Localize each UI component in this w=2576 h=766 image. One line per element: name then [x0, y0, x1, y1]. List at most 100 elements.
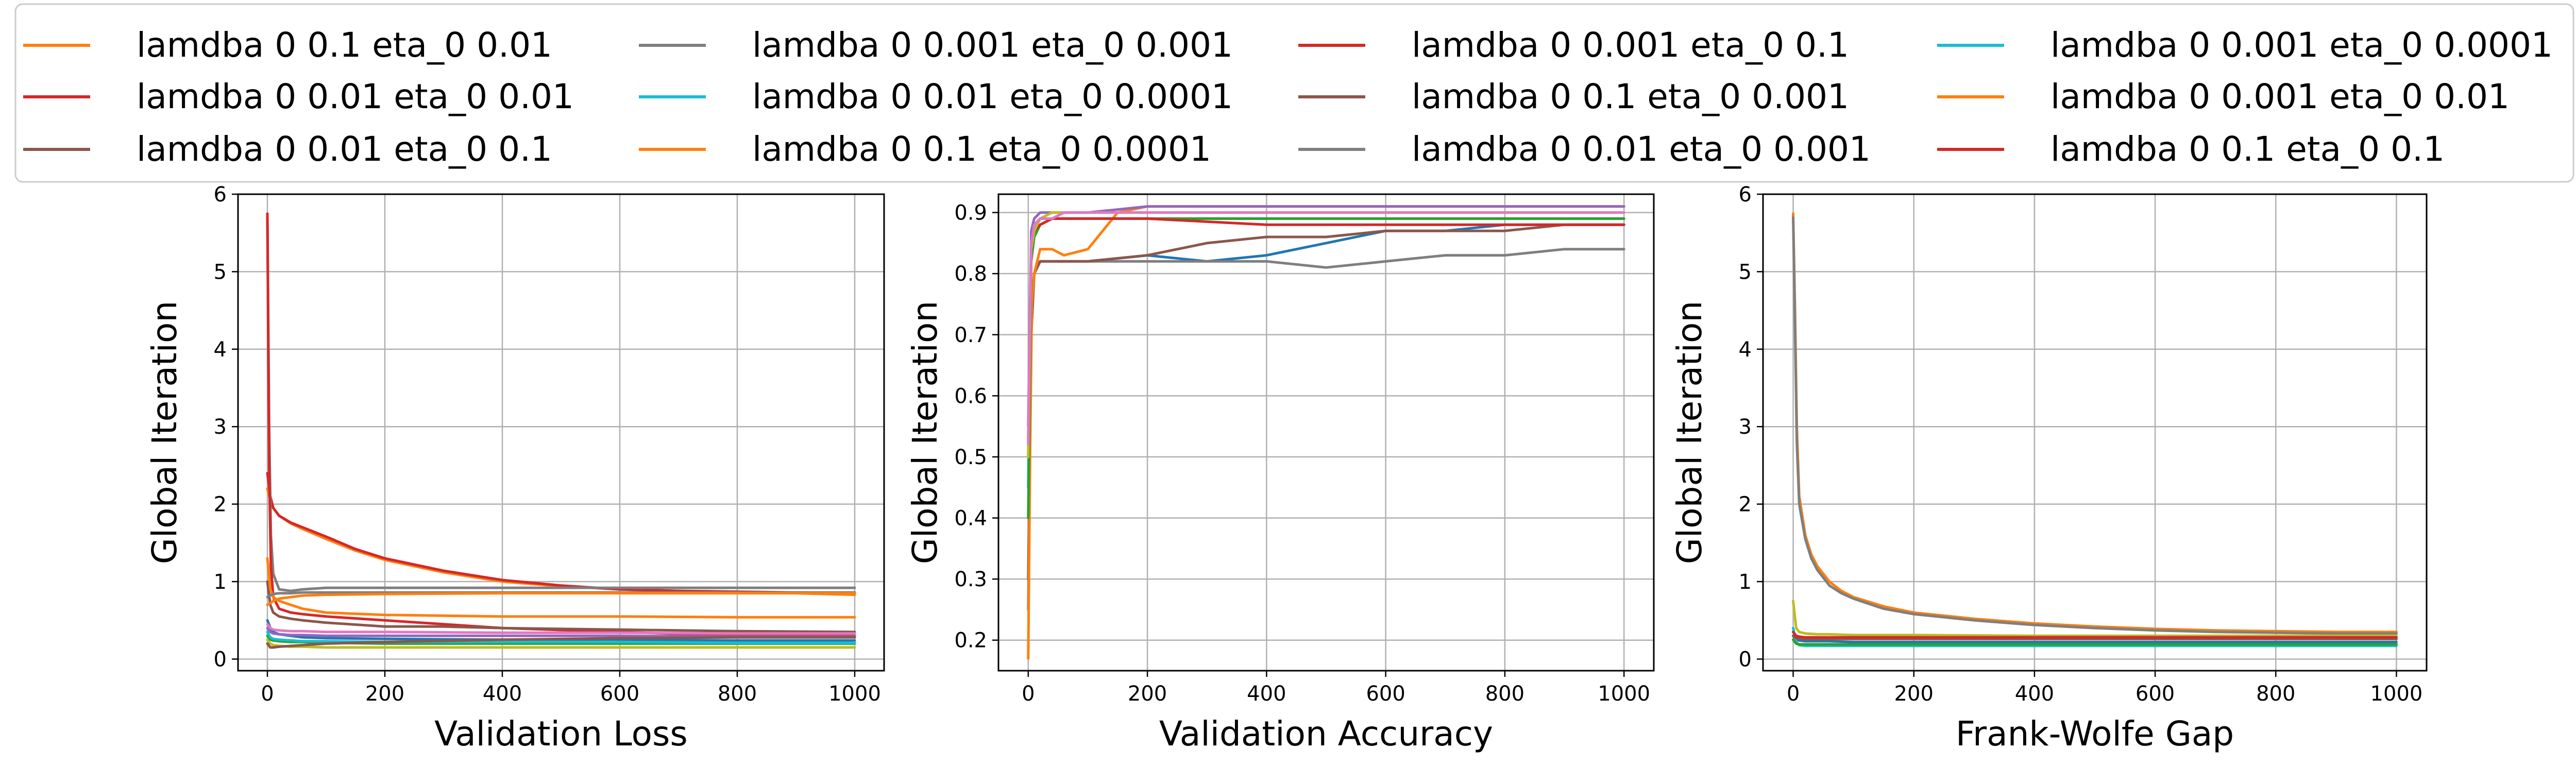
x-tick-label: 600 [600, 682, 639, 706]
series-line [1027, 223, 1625, 581]
series-line [266, 638, 856, 649]
series-line [266, 619, 856, 642]
series-line [266, 631, 856, 644]
legend-item: lamdba 0 0.1 eta_0 0.0001 [639, 129, 1211, 169]
x-tick-label: 600 [1366, 682, 1405, 706]
series-line [266, 636, 856, 649]
y-tick-label: 6 [214, 183, 227, 207]
y-tick-label: 4 [214, 338, 227, 362]
x-tick-label: 800 [2256, 682, 2295, 706]
series-line [266, 557, 856, 619]
y-tick-label: 4 [1739, 338, 1752, 362]
legend-item: lamdba 0 0.01 eta_0 0.001 [1298, 129, 1871, 169]
x-axis-label: Validation Loss [434, 714, 688, 754]
legend-item: lamdba 0 0.1 eta_0 0.01 [23, 25, 552, 65]
y-tick-label: 0 [1739, 648, 1752, 671]
y-axis-label: Global Iteration [145, 301, 184, 564]
y-tick-label: 1 [214, 570, 227, 594]
y-tick-label: 2 [1739, 493, 1752, 517]
x-axis-label: Frank-Wolfe Gap [1956, 714, 2234, 754]
legend-frame [14, 3, 2574, 183]
series-line [1027, 248, 1625, 611]
series-line [1027, 223, 1625, 440]
legend-label: lamdba 0 0.1 eta_0 0.001 [1412, 77, 1849, 116]
y-tick-label: 0.3 [954, 568, 987, 591]
legend-label: lamdba 0 0.001 eta_0 0.0001 [2050, 25, 2553, 65]
plot-validation-accuracy: 0 200 400 600 800 1000 0.2 0.3 0.4 0.5 0.6 0.7 0.8 0.… [905, 193, 1655, 754]
series-line [266, 472, 856, 595]
legend-label: lamdba 0 0.001 eta_0 0.1 [1412, 25, 1849, 65]
x-tick-label: 0 [261, 682, 274, 706]
y-tick-label: 5 [1739, 260, 1752, 284]
y-tick-label: 0.2 [954, 629, 987, 653]
series-line [266, 212, 856, 637]
legend-label: lamdba 0 0.01 eta_0 0.0001 [752, 77, 1233, 116]
plot-validation-loss-frame [237, 193, 885, 672]
series-line [1027, 217, 1625, 519]
legend-label: lamdba 0 0.01 eta_0 0.1 [137, 129, 552, 169]
legend-item: lamdba 0 0.01 eta_0 0.0001 [639, 77, 1233, 116]
x-tick-label: 800 [1485, 682, 1524, 706]
legend-item: lamdba 0 0.001 eta_0 0.0001 [1937, 25, 2553, 65]
y-tick-label: 0.5 [954, 446, 987, 469]
x-tick-label: 200 [1894, 682, 1934, 706]
x-tick-label: 200 [1128, 682, 1167, 706]
legend-item: lamdba 0 0.01 eta_0 0.01 [23, 77, 574, 116]
x-tick-label: 400 [2015, 682, 2054, 706]
legend-item: lamdba 0 0.001 eta_0 0.001 [639, 25, 1233, 65]
legend-item: lamdba 0 0.001 eta_0 0.01 [1937, 77, 2510, 116]
x-axis-label: Validation Accuracy [1159, 714, 1493, 754]
legend-label: lamdba 0 0.1 eta_0 0.0001 [752, 129, 1211, 169]
x-tick-label: 600 [2136, 682, 2175, 706]
y-tick-label: 0 [214, 648, 227, 671]
x-tick-label: 800 [718, 682, 757, 706]
y-tick-label: 5 [214, 260, 227, 284]
plot-validation-accuracy-frame [997, 193, 1655, 672]
plot-frank-wolfe-gap-frame [1762, 193, 2428, 672]
legend-label: lamdba 0 0.1 eta_0 0.01 [137, 25, 552, 65]
legend-label: lamdba 0 0.1 eta_0 0.1 [2050, 129, 2445, 169]
y-tick-label: 3 [1739, 415, 1752, 439]
series-line [1792, 638, 2398, 646]
legend-item: lamdba 0 0.001 eta_0 0.1 [1298, 25, 1849, 65]
y-tick-label: 0.9 [954, 201, 987, 225]
series-line [266, 592, 856, 606]
series-line [266, 216, 856, 592]
legend-label: lamdba 0 0.01 eta_0 0.001 [1412, 129, 1871, 169]
plot-frank-wolfe-gap: 0 200 400 600 800 1000 0 1 2 3 4 5 6 Frank-Wolfe Gap… [1670, 183, 2428, 754]
plot-validation-loss: 0 200 400 600 800 1000 0 1 2 3 4 5 6 Validation Loss… [145, 183, 885, 754]
series-line [266, 580, 856, 634]
series-line [1792, 634, 2398, 643]
series-line [1792, 212, 2398, 634]
series-line [1027, 217, 1625, 458]
x-tick-label: 1000 [2370, 682, 2423, 706]
x-tick-label: 1000 [828, 682, 881, 706]
series-line [1027, 211, 1625, 446]
legend-item: lamdba 0 0.01 eta_0 0.1 [23, 129, 552, 169]
x-tick-label: 1000 [1598, 682, 1650, 706]
series-line [1792, 631, 2398, 639]
y-tick-label: 0.8 [954, 262, 987, 286]
series-line [1027, 205, 1625, 428]
series-line [1792, 600, 2398, 637]
legend: lamdba 0 0.1 eta_0 0.01 lamdba 0 0.01 eta… [14, 3, 2574, 183]
series-line [1792, 634, 2398, 640]
legend-item: lamdba 0 0.1 eta_0 0.1 [1937, 129, 2445, 169]
legend-item: lamdba 0 0.1 eta_0 0.001 [1298, 77, 1849, 116]
y-tick-label: 1 [1739, 570, 1752, 594]
y-axis-label: Global Iteration [905, 301, 945, 564]
series-line [266, 623, 856, 635]
x-tick-label: 0 [1022, 682, 1035, 706]
x-tick-label: 200 [365, 682, 404, 706]
x-tick-label: 400 [483, 682, 522, 706]
y-tick-label: 0.7 [954, 324, 987, 347]
y-axis-label: Global Iteration [1670, 301, 1709, 564]
x-tick-label: 400 [1247, 682, 1286, 706]
y-tick-label: 2 [214, 493, 227, 517]
series-line [266, 626, 856, 638]
legend-label: lamdba 0 0.001 eta_0 0.001 [752, 25, 1233, 65]
y-tick-label: 3 [214, 415, 227, 439]
x-tick-label: 0 [1787, 682, 1800, 706]
series-line [1792, 216, 2398, 635]
